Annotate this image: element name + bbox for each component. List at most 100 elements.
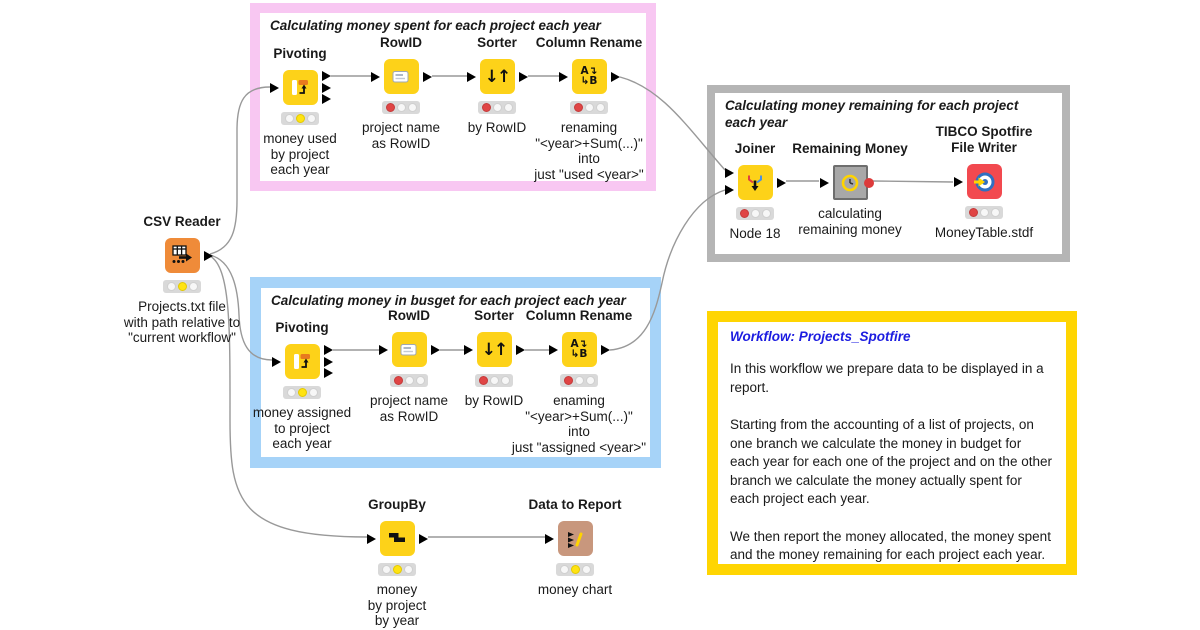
- rowid-node[interactable]: [383, 59, 419, 94]
- output-port[interactable]: [515, 344, 525, 355]
- node-groupby: GroupBy money by project by year: [317, 497, 477, 629]
- output-port[interactable]: [430, 344, 440, 355]
- node-caption: Node 18: [729, 226, 781, 241]
- groupby-merge-icon: [389, 532, 405, 542]
- output-port[interactable]: [518, 71, 528, 82]
- output-port[interactable]: [323, 356, 333, 367]
- rowid-card-icon: [400, 343, 417, 355]
- data-to-report-node[interactable]: [557, 521, 593, 556]
- sort-arrows-icon: ↓↑: [484, 66, 511, 87]
- remaining-money-metanode[interactable]: [832, 165, 868, 200]
- input-port[interactable]: [463, 344, 473, 355]
- column-rename-node[interactable]: A↴ ↳B: [571, 59, 607, 94]
- spotfire-target-icon: [974, 172, 995, 191]
- input-port[interactable]: [724, 185, 734, 195]
- workflow-note-title: Workflow: Projects_Spotfire: [730, 329, 911, 344]
- annotation-title: Calculating money spent for each project…: [270, 18, 601, 33]
- node-caption: Projects.txt file with path relative to …: [123, 299, 241, 345]
- input-port[interactable]: [466, 71, 476, 82]
- csv-table-icon: [172, 244, 192, 263]
- connection-remaining-to-spotfire[interactable]: [872, 180, 954, 183]
- output-port[interactable]: [321, 71, 331, 81]
- output-port[interactable]: [776, 177, 786, 188]
- input-port[interactable]: [548, 344, 558, 355]
- metanode-output-port[interactable]: [863, 177, 874, 188]
- input-port[interactable]: [724, 168, 734, 178]
- node-rowid-budget: RowID project name as RowID: [329, 308, 489, 424]
- traffic-light: [390, 374, 428, 387]
- output-port[interactable]: [321, 82, 331, 93]
- node-title: RowID: [388, 308, 430, 323]
- rowid-node[interactable]: [391, 332, 427, 367]
- traffic-light: [475, 374, 513, 387]
- joiner-node[interactable]: [737, 165, 773, 200]
- pivoting-node[interactable]: [284, 344, 320, 379]
- node-title: Joiner: [734, 141, 776, 156]
- column-rename-node[interactable]: A↴ ↳B: [561, 332, 597, 367]
- annotation-box-money-spent[interactable]: Calculating money spent for each project…: [250, 3, 656, 191]
- node-data-to-report: Data to Report money chart: [495, 497, 655, 598]
- node-title: Data to Report: [528, 497, 622, 512]
- node-caption: money chart: [537, 582, 613, 597]
- node-sorter-spent: Sorter ↓↑ by RowID: [417, 35, 577, 136]
- annotation-box-workflow-note[interactable]: Workflow: Projects_Spotfire In this work…: [707, 311, 1077, 575]
- traffic-light: [556, 563, 594, 576]
- node-title: CSV Reader: [143, 214, 221, 229]
- node-rowid-spent: RowID project name as RowID: [321, 35, 481, 151]
- pivoting-node[interactable]: [282, 70, 318, 105]
- node-remaining-money-metanode: Remaining Money calculating remaining mo…: [770, 141, 930, 237]
- node-title: Sorter: [477, 35, 517, 50]
- annotation-title: Calculating money remaining for each pro…: [725, 98, 1019, 130]
- connection-rename-budget-to-joiner[interactable]: [609, 189, 726, 351]
- output-port[interactable]: [321, 94, 331, 104]
- node-caption: by RowID: [464, 393, 524, 408]
- groupby-node[interactable]: [379, 521, 415, 556]
- input-port[interactable]: [819, 177, 829, 188]
- output-port[interactable]: [323, 368, 333, 378]
- output-port[interactable]: [323, 345, 333, 355]
- traffic-light: [283, 386, 321, 399]
- rename-ab-icon: A↴ ↳B: [580, 65, 598, 87]
- input-port[interactable]: [558, 71, 568, 82]
- csv-reader-node[interactable]: [164, 238, 200, 273]
- connection-csv-to-groupby[interactable]: [209, 255, 368, 538]
- rename-ab-icon: A↴ ↳B: [570, 338, 588, 360]
- input-port[interactable]: [378, 344, 388, 355]
- output-port[interactable]: [203, 250, 213, 261]
- workflow-note-paragraph: Starting from the accounting of a list o…: [730, 417, 1052, 506]
- joiner-merge-icon: [748, 175, 762, 191]
- node-title: Column Rename: [525, 308, 633, 323]
- output-port[interactable]: [418, 533, 428, 544]
- input-port[interactable]: [544, 533, 554, 544]
- input-port[interactable]: [370, 71, 380, 82]
- traffic-light: [382, 101, 420, 114]
- connection-csv-to-pivot-spent[interactable]: [209, 86, 271, 255]
- node-title: Pivoting: [275, 320, 329, 335]
- pivot-icon: [292, 79, 308, 95]
- node-caption: renaming "<year>+Sum(...)" into just "us…: [534, 120, 644, 182]
- output-port[interactable]: [600, 344, 610, 355]
- traffic-light: [478, 101, 516, 114]
- report-chart-icon: [568, 531, 583, 548]
- input-port[interactable]: [271, 356, 281, 367]
- input-port[interactable]: [366, 533, 376, 544]
- sorter-node[interactable]: ↓↑: [476, 332, 512, 367]
- node-caption: project name as RowID: [369, 393, 449, 424]
- traffic-light: [378, 563, 416, 576]
- clock-icon: [841, 174, 859, 191]
- traffic-light: [560, 374, 598, 387]
- node-column-rename-spent: Column Rename A↴ ↳B renaming "<year>+Sum(…: [509, 35, 669, 182]
- spotfire-writer-node[interactable]: [966, 164, 1002, 199]
- node-pivoting-budget: Pivoting money assigned to project each …: [222, 320, 382, 452]
- node-caption: by RowID: [467, 120, 527, 135]
- connection-rename-spent-to-joiner[interactable]: [619, 76, 726, 171]
- input-port[interactable]: [953, 176, 963, 187]
- input-port[interactable]: [269, 82, 279, 93]
- output-port[interactable]: [610, 71, 620, 82]
- rowid-card-icon: [392, 70, 409, 82]
- output-port[interactable]: [422, 71, 432, 82]
- connection-csv-to-pivot-budget[interactable]: [209, 254, 273, 361]
- sorter-node[interactable]: ↓↑: [479, 59, 515, 94]
